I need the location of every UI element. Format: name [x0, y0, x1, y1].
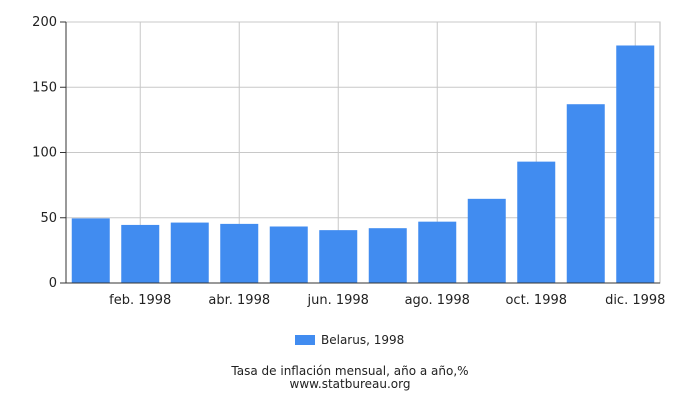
bar-chart: 0 50 100 150 200 feb. 1998 abr. 1998 jun. 1998 a…: [32, 15, 665, 308]
bar: [467, 198, 506, 283]
bar: [269, 226, 308, 283]
bar: [517, 161, 556, 283]
legend-label: Belarus, 1998: [321, 333, 405, 347]
bar: [566, 104, 605, 283]
source-link[interactable]: www.statbureau.org: [289, 377, 411, 391]
y-tick-label: 50: [40, 211, 57, 226]
legend-swatch: [295, 335, 315, 345]
y-tick-label: 150: [32, 80, 57, 95]
x-tick-label: oct. 1998: [505, 293, 567, 308]
bar: [121, 224, 160, 283]
x-tick-label: ago. 1998: [405, 293, 470, 308]
bar: [616, 45, 655, 283]
bar: [418, 221, 457, 283]
y-tick-label: 0: [49, 276, 57, 291]
y-tick-label: 100: [32, 146, 57, 161]
bar: [71, 218, 110, 283]
y-tick-label: 200: [32, 15, 57, 30]
legend: Belarus, 1998: [295, 333, 404, 347]
x-tick-label: feb. 1998: [109, 293, 171, 308]
x-tick-label: abr. 1998: [208, 293, 270, 308]
bar: [319, 230, 358, 283]
bar: [170, 222, 209, 283]
x-tick-label: dic. 1998: [605, 293, 665, 308]
bar: [368, 228, 407, 283]
chart-caption: Tasa de inflación mensual, año a año,%: [231, 364, 469, 378]
bar: [220, 223, 259, 283]
x-tick-label: jun. 1998: [307, 293, 369, 308]
